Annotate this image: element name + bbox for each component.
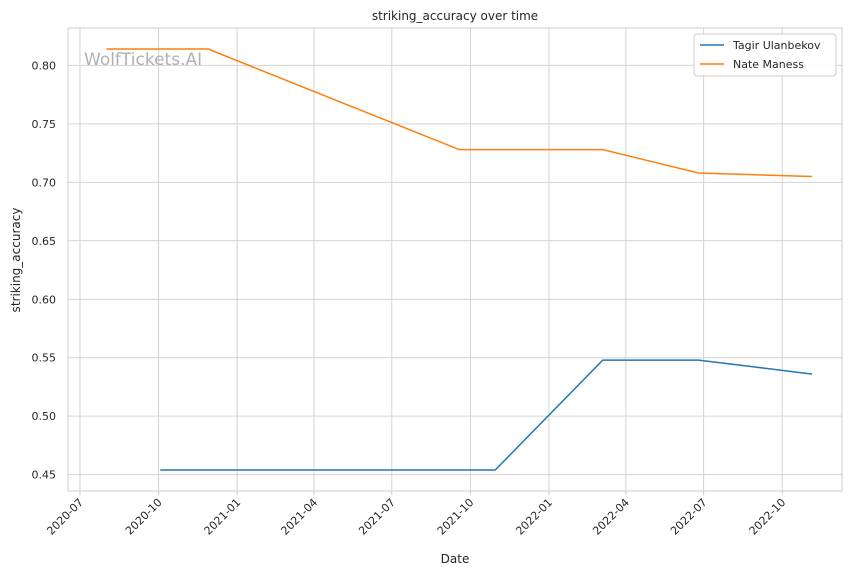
y-axis-ticks: 0.45 0.50 0.55 0.60 0.65 0.70 0.75 0.80 — [32, 59, 57, 481]
y-axis-label: striking_accuracy — [9, 208, 23, 313]
legend-box — [693, 33, 837, 77]
y-tick-label: 0.75 — [32, 118, 57, 131]
y-tick-label: 0.55 — [32, 352, 57, 365]
y-tick-label: 0.70 — [32, 176, 57, 189]
series-lines — [106, 48, 813, 471]
y-tick-label: 0.65 — [32, 235, 57, 248]
grid — [68, 28, 842, 491]
chart-title: striking_accuracy over time — [372, 9, 538, 23]
series-line-nate-maness — [106, 48, 813, 178]
y-tick-label: 0.80 — [32, 59, 57, 72]
legend-label-nate-maness: Nate Maness — [733, 58, 804, 71]
y-tick-label: 0.60 — [32, 293, 57, 306]
plot-frame — [67, 27, 843, 492]
legend-label-tagir-ulanbekov: Tagir Ulanbekov — [732, 39, 821, 52]
y-tick-label: 0.50 — [32, 410, 57, 423]
legend: Tagir Ulanbekov Nate Maness — [693, 33, 837, 77]
y-tick-label: 0.45 — [32, 469, 57, 482]
x-axis-label: Date — [441, 552, 470, 566]
watermark-text: WolfTickets.AI — [84, 50, 202, 70]
